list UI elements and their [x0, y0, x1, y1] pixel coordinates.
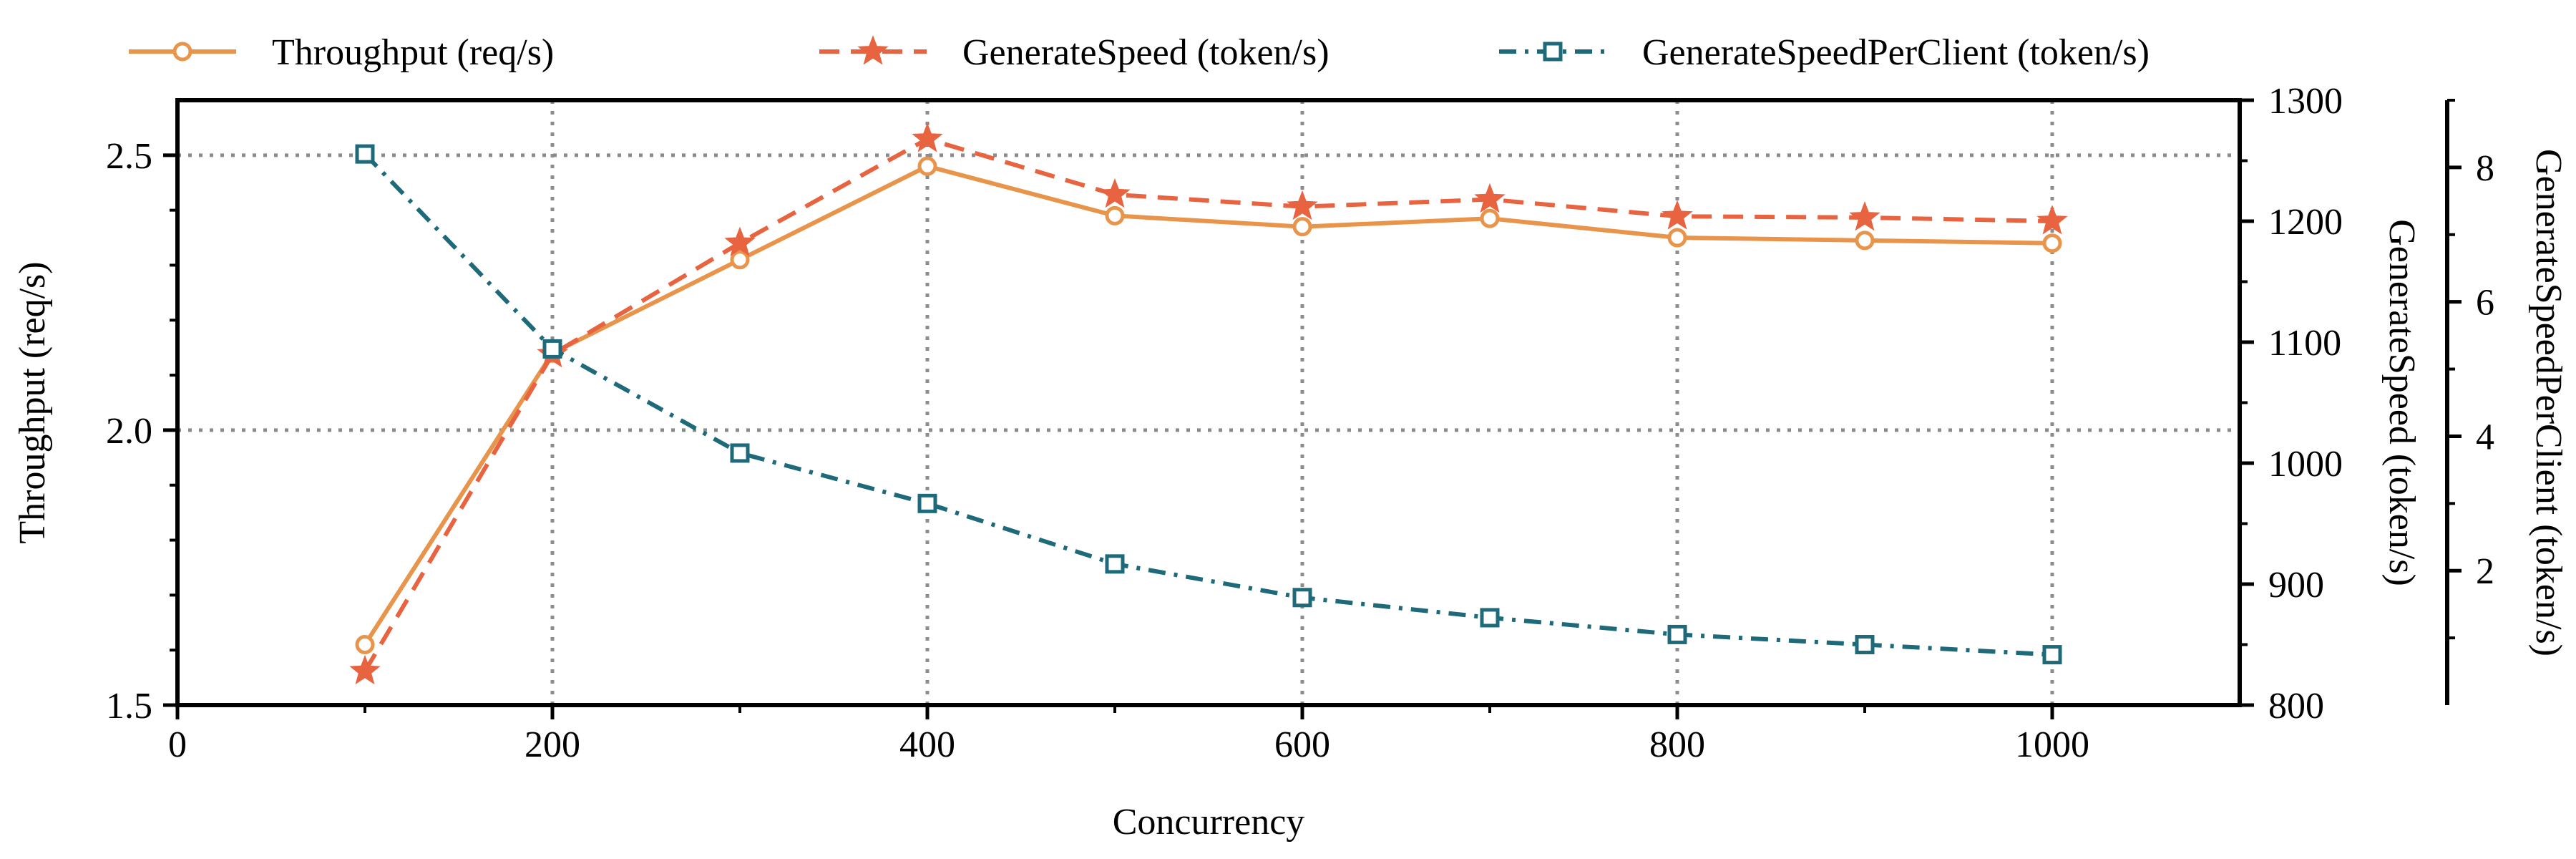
data-point [1105, 554, 1125, 574]
right1-tick-label: 800 [2268, 686, 2324, 727]
series-layer [349, 122, 2068, 685]
data-point [1855, 230, 1875, 251]
right1-tick-label: 1300 [2268, 81, 2343, 122]
right1-tick-label: 900 [2268, 565, 2324, 606]
series-1 [349, 122, 2068, 685]
data-point [917, 493, 937, 513]
series-2 [355, 144, 2062, 665]
x-tick-label: 400 [899, 724, 955, 765]
plot-frame [175, 98, 2242, 707]
right2-axis-label: GenerateSpeedPerClient (token/s) [2528, 149, 2569, 656]
axes: 0 200 400 600 800 1000 Concurrency 1.5 2.0 2.5 Thr… [12, 81, 2569, 843]
data-point [2036, 205, 2068, 235]
series-line-0 [363, 164, 2053, 646]
right2-tick-label: 2 [2476, 551, 2494, 592]
legend-label: GenerateSpeed (token/s) [962, 32, 1330, 73]
grid [177, 100, 2240, 705]
right1-tick-label: 1000 [2268, 444, 2343, 485]
data-point [349, 654, 381, 685]
data-point [912, 122, 943, 152]
data-point [1474, 183, 1506, 213]
series-line-1 [363, 137, 2053, 673]
x-tick-label: 600 [1274, 724, 1330, 765]
data-point [1849, 201, 1880, 231]
data-point [730, 250, 750, 270]
x-axis-label: Concurrency [1113, 802, 1305, 843]
data-point [355, 144, 375, 164]
data-point [1105, 205, 1125, 225]
left-tick-label: 2.0 [106, 411, 152, 452]
data-point [1667, 228, 1687, 248]
right1-tick-label: 1100 [2268, 323, 2341, 364]
legend-item-1: GenerateSpeed (token/s) [819, 32, 1330, 73]
data-point [542, 339, 562, 359]
left-axis-label: Throughput (req/s) [12, 261, 53, 543]
x-tick-label: 800 [1649, 724, 1705, 765]
series-line-2 [363, 152, 2053, 657]
right2-tick-label: 4 [2476, 417, 2494, 457]
data-point [730, 443, 750, 463]
legend-item-2: GenerateSpeedPerClient (token/s) [1499, 32, 2150, 73]
data-point [1099, 178, 1131, 208]
data-point [1662, 200, 1693, 230]
data-point [724, 226, 756, 256]
data-point [355, 635, 375, 654]
left-tick-label: 1.5 [106, 686, 152, 727]
legend-label: Throughput (req/s) [272, 32, 554, 73]
legend-label: GenerateSpeedPerClient (token/s) [1642, 32, 2150, 73]
data-point [1292, 217, 1312, 237]
series-0 [355, 156, 2062, 654]
data-point [1292, 588, 1312, 608]
x-tick-label: 1000 [2015, 724, 2089, 765]
right2-tick-label: 6 [2476, 283, 2494, 324]
legend: Throughput (req/s) GenerateSpeed (token/s… [129, 32, 2150, 73]
left-tick-label: 2.5 [106, 136, 152, 177]
right1-tick-label: 1200 [2268, 202, 2343, 243]
data-point [1480, 208, 1500, 228]
legend-item-0: Throughput (req/s) [129, 32, 554, 73]
legend-marker [857, 35, 889, 65]
data-point [1667, 624, 1687, 644]
right1-axis-label: GenerateSpeed (token/s) [2381, 219, 2422, 586]
x-tick-label: 200 [525, 724, 580, 765]
right2-tick-label: 8 [2476, 148, 2494, 189]
data-point [917, 156, 937, 176]
data-point [1287, 190, 1318, 220]
data-point [2042, 645, 2062, 665]
legend-marker [1543, 42, 1563, 62]
data-point [1855, 635, 1875, 654]
data-point [2042, 233, 2062, 253]
x-tick-label: 0 [168, 724, 187, 765]
data-point [1480, 608, 1500, 628]
legend-marker [172, 42, 192, 62]
